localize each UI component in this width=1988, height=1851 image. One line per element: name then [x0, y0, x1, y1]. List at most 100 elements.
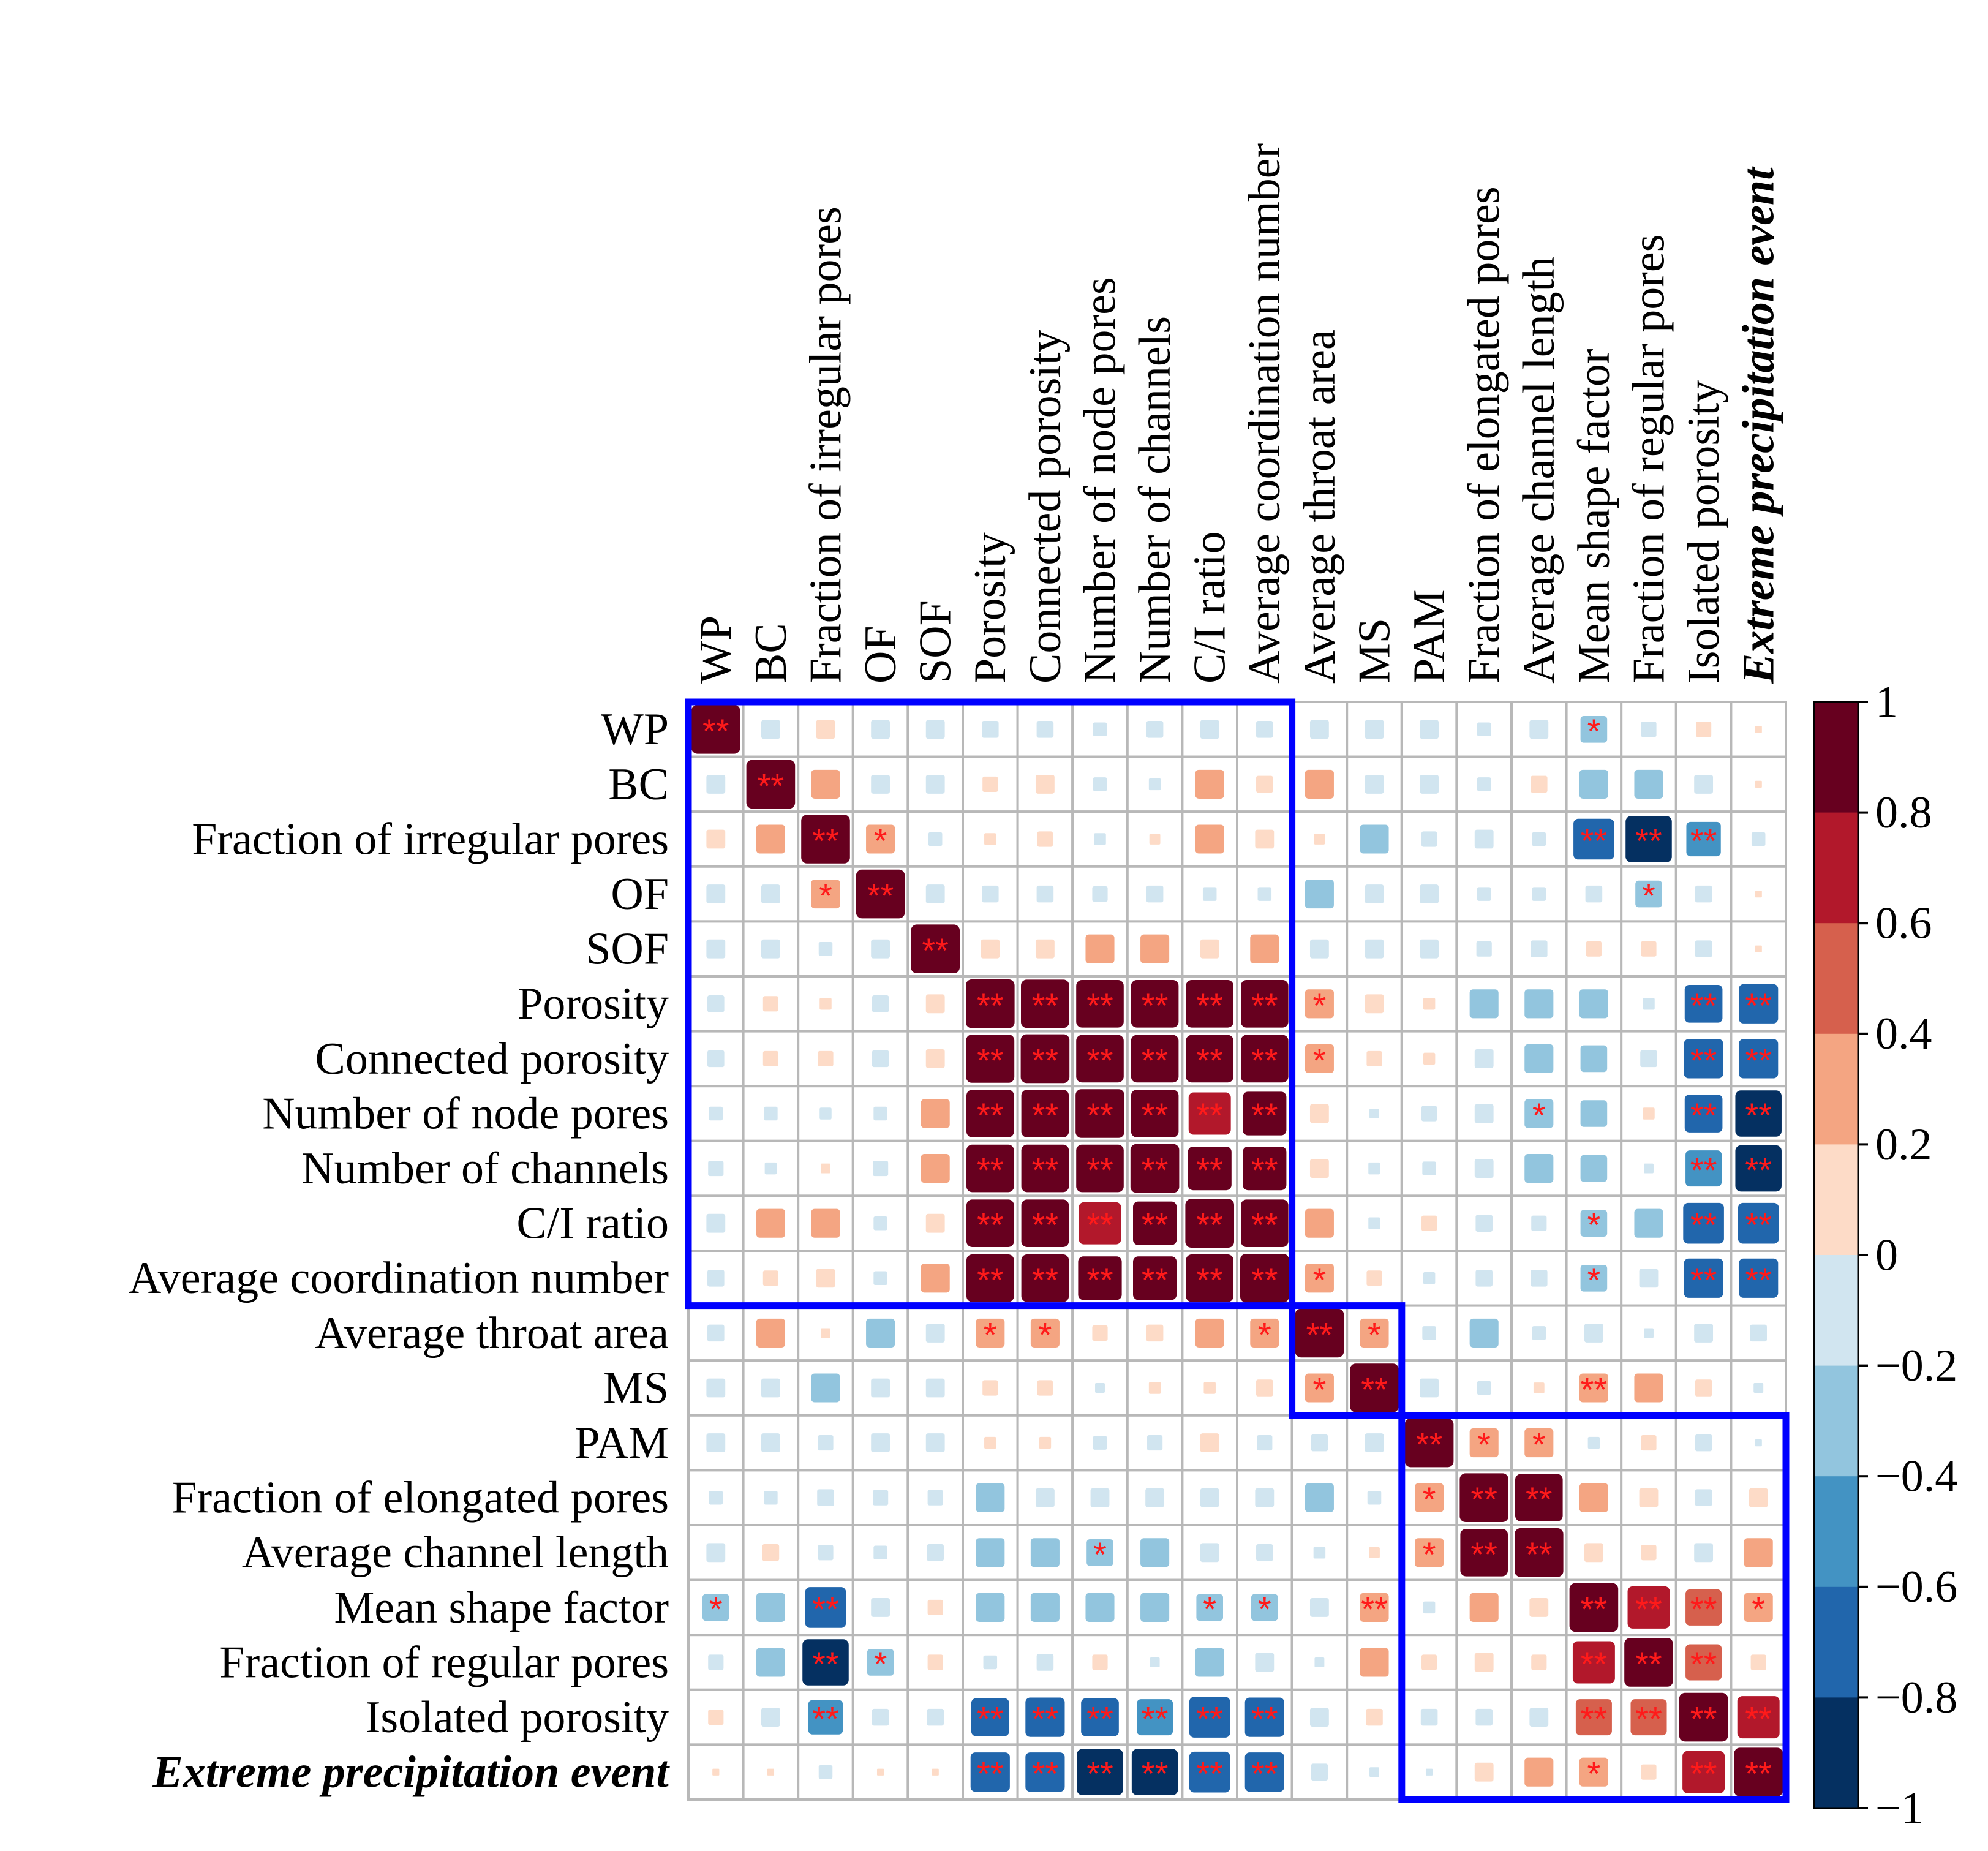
corr-square [1420, 720, 1439, 739]
row-label-number-of-node-pores: Number of node pores [262, 1088, 669, 1139]
corr-square [1309, 939, 1329, 959]
corr-square [873, 1106, 887, 1121]
significance-marker: ** [1690, 1151, 1717, 1189]
corr-square [1133, 1256, 1177, 1300]
corr-square [1021, 1090, 1069, 1137]
corr-square [1679, 1692, 1728, 1742]
corr-square [1360, 1648, 1389, 1677]
corr-square [1200, 720, 1219, 739]
corr-square [1030, 1538, 1060, 1567]
corr-square [1257, 1435, 1273, 1451]
corr-square [816, 1269, 835, 1288]
corr-square [1140, 934, 1170, 963]
significance-marker: * [1039, 1315, 1052, 1354]
colorbar-band [1814, 702, 1858, 813]
significance-marker: ** [1086, 1151, 1113, 1189]
corr-square [1469, 1318, 1499, 1348]
corr-square [925, 884, 945, 904]
significance-marker: ** [977, 1754, 1004, 1793]
corr-square [1145, 1488, 1165, 1507]
corr-square [1366, 1050, 1382, 1066]
corr-square [1587, 1436, 1600, 1449]
significance-marker: ** [1142, 1041, 1169, 1079]
corr-square [756, 1593, 785, 1622]
significance-marker: ** [1690, 1096, 1717, 1134]
corr-square [1524, 1757, 1554, 1787]
corr-square [1425, 1768, 1433, 1776]
colorbar-band [1814, 1255, 1858, 1367]
corr-square [1579, 1373, 1608, 1403]
corr-square [1366, 1270, 1382, 1286]
significance-marker: ** [1196, 1261, 1223, 1299]
corr-square [1515, 1528, 1564, 1577]
corr-square [1076, 1035, 1124, 1083]
significance-marker: ** [977, 1151, 1004, 1189]
column-label-fraction-of-irregular-pores: Fraction of irregular pores [800, 206, 851, 684]
corr-square [1475, 1215, 1493, 1232]
corr-square [1739, 1258, 1779, 1298]
corr-square [1630, 1699, 1667, 1736]
corr-square [1694, 774, 1714, 794]
corr-square [1036, 721, 1054, 738]
corr-square [1305, 769, 1334, 799]
corr-square [1256, 1379, 1273, 1397]
corr-square [1532, 832, 1546, 846]
corr-square [984, 833, 996, 845]
significance-marker: ** [977, 1096, 1004, 1134]
significance-marker: ** [1142, 1261, 1169, 1299]
column-label-average-coordination-number: Average coordination number [1240, 143, 1290, 684]
significance-marker: ** [1251, 1754, 1278, 1793]
corr-square [1039, 1436, 1052, 1449]
column-label-isolated-porosity: Isolated porosity [1679, 380, 1729, 684]
row-label-of: OF [611, 869, 669, 919]
corr-square [1365, 774, 1384, 794]
corr-square [1627, 1586, 1670, 1629]
significance-marker: * [1477, 1425, 1491, 1464]
corr-square [761, 1708, 780, 1727]
corr-square [818, 1435, 834, 1451]
corr-square [811, 1373, 840, 1403]
corr-square [876, 1768, 884, 1776]
corr-square [1420, 939, 1439, 959]
significance-marker: ** [1086, 1261, 1113, 1299]
significance-marker: ** [1690, 1589, 1717, 1628]
significance-marker: * [1258, 1315, 1271, 1354]
corr-square [966, 1144, 1014, 1193]
column-label-mean-shape-factor: Mean shape factor [1569, 349, 1619, 684]
corr-square [1643, 1107, 1655, 1120]
corr-square [1738, 1202, 1779, 1244]
corr-square [1360, 1593, 1389, 1622]
corr-square [925, 774, 945, 794]
significance-marker: ** [1086, 1205, 1113, 1244]
corr-square [1420, 1378, 1439, 1398]
corr-square [1422, 1326, 1436, 1340]
corr-square [1255, 829, 1275, 849]
corr-square [1474, 1653, 1494, 1672]
grid-cell [906, 1414, 965, 1472]
corr-square [706, 884, 726, 904]
colorbar-band [1814, 1365, 1858, 1477]
significance-marker: * [1313, 1041, 1327, 1079]
corr-square [925, 1323, 945, 1343]
corr-square [1749, 1488, 1768, 1507]
corr-square [1200, 1543, 1219, 1563]
corr-square [706, 1433, 726, 1453]
corr-square [1477, 777, 1491, 791]
significance-marker: ** [1690, 821, 1717, 860]
corr-square [1751, 832, 1766, 846]
corr-square [764, 1106, 778, 1121]
corr-square [982, 721, 999, 738]
significance-marker: ** [1745, 1151, 1772, 1189]
significance-marker: ** [1032, 986, 1059, 1025]
significance-marker: * [709, 1589, 723, 1628]
corr-square [1131, 1090, 1179, 1137]
corr-square [1241, 1035, 1289, 1083]
corr-square [818, 1050, 834, 1066]
corr-square [1580, 1045, 1608, 1073]
corr-square [811, 880, 840, 909]
significance-marker: ** [1196, 1700, 1223, 1738]
corr-square [1580, 1265, 1608, 1292]
corr-square [1085, 934, 1115, 963]
corr-square [1531, 940, 1548, 957]
row-label-c-i-ratio: C/I ratio [516, 1199, 669, 1249]
